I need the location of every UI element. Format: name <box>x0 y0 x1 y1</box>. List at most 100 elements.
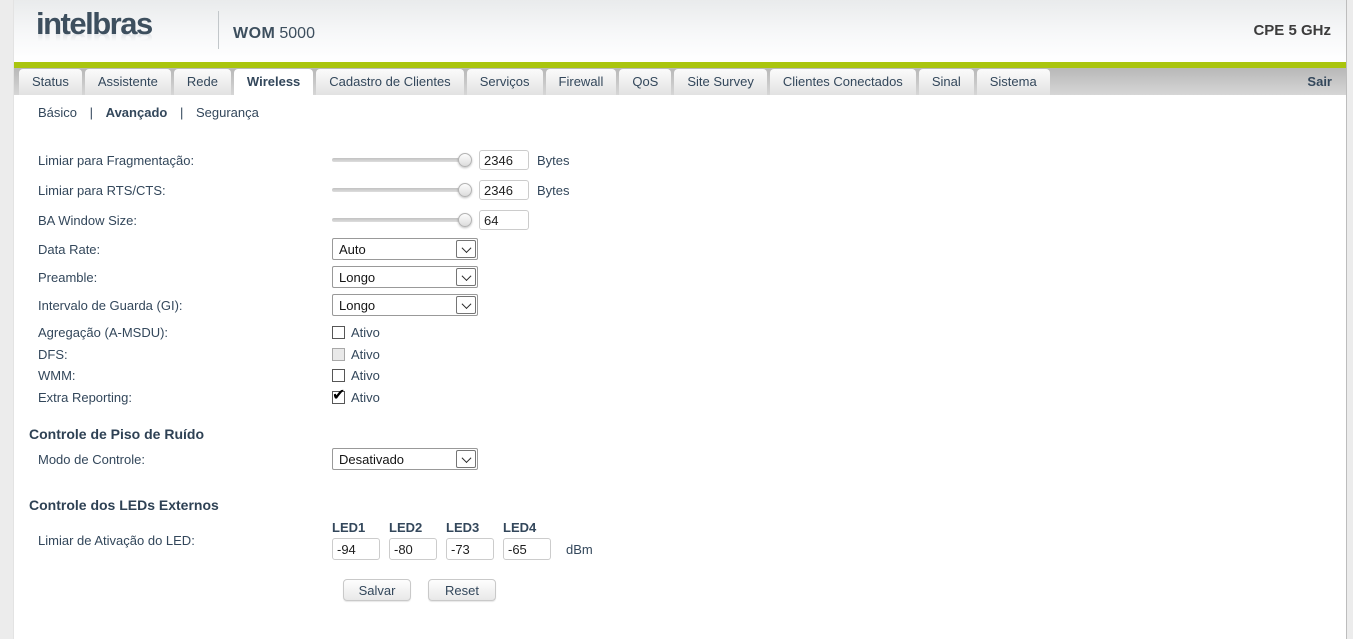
tab-sistema[interactable]: Sistema <box>976 69 1050 95</box>
guard-interval-selected-value: Longo <box>339 297 376 313</box>
logout-link[interactable]: Sair <box>1307 74 1332 89</box>
guard-interval-label: Intervalo de Guarda (GI): <box>38 297 183 313</box>
reset-button[interactable]: Reset <box>428 579 496 601</box>
amsdu-label: Agregação (A-MSDU): <box>38 325 169 341</box>
tab-assistente[interactable]: Assistente <box>84 69 171 95</box>
chevron-down-icon <box>456 240 476 258</box>
tab-rede[interactable]: Rede <box>173 69 231 95</box>
tab-status[interactable]: Status <box>19 69 82 95</box>
wireless-subnav: Básico | Avançado | Segurança <box>14 95 1346 120</box>
noise-floor-section-title: Controle de Piso de Ruído <box>29 426 205 442</box>
amsdu-option-label: Ativo <box>351 325 380 341</box>
preamble-select[interactable]: Longo <box>332 266 478 288</box>
fragmentation-threshold-input[interactable] <box>479 150 529 170</box>
led3-input[interactable] <box>446 538 494 560</box>
rts-cts-threshold-input[interactable] <box>479 180 529 200</box>
header: intelbras WOM 5000 CPE 5 GHz <box>14 0 1346 62</box>
led4-header: LED4 <box>503 520 537 535</box>
led1-input[interactable] <box>332 538 380 560</box>
led4-input[interactable] <box>503 538 551 560</box>
main-tab-bar: Status Assistente Rede Wireless Cadastro… <box>14 68 1346 95</box>
ba-window-size-label: BA Window Size: <box>38 212 137 228</box>
device-type-label: CPE 5 GHz <box>1253 22 1331 39</box>
subnav-item-basico[interactable]: Básico <box>38 105 78 120</box>
tab-site-survey[interactable]: Site Survey <box>674 69 767 95</box>
subnav-separator: | <box>179 105 184 120</box>
extra-reporting-checkbox[interactable] <box>332 385 345 405</box>
subnav-separator: | <box>89 105 94 120</box>
chevron-down-icon <box>456 268 476 286</box>
led-section: Controle dos LEDs Externos Limiar de Ati… <box>14 497 1346 560</box>
ba-window-size-slider[interactable] <box>332 213 472 227</box>
led2-input[interactable] <box>389 538 437 560</box>
fragmentation-threshold-label: Limiar para Fragmentação: <box>38 152 195 168</box>
data-rate-select[interactable]: Auto <box>332 238 478 260</box>
slider-handle[interactable] <box>458 183 472 197</box>
wmm-checkbox[interactable] <box>332 369 345 383</box>
chevron-down-icon <box>456 296 476 314</box>
dfs-row: DFS: Ativo <box>14 344 1346 366</box>
product-model-name: WOM <box>233 25 276 42</box>
action-button-row: Salvar Reset <box>14 579 1346 601</box>
control-mode-selected-value: Desativado <box>339 451 405 467</box>
extra-reporting-row: Extra Reporting: Ativo <box>14 385 1346 409</box>
data-rate-row: Data Rate: Auto <box>14 235 1346 263</box>
led-unit-label: dBm <box>566 542 593 557</box>
tab-qos[interactable]: QoS <box>619 69 672 95</box>
tab-wireless[interactable]: Wireless <box>233 69 314 95</box>
control-mode-select[interactable]: Desativado <box>332 448 478 470</box>
accent-divider <box>14 62 1346 68</box>
led2-header: LED2 <box>389 520 423 535</box>
wmm-option-label: Ativo <box>351 368 380 384</box>
checkbox-group: Agregação (A-MSDU): Ativo DFS: Ativo WMM… <box>14 322 1346 408</box>
logo-divider <box>218 11 219 49</box>
data-rate-label: Data Rate: <box>38 241 101 257</box>
amsdu-row: Agregação (A-MSDU): Ativo <box>14 322 1346 344</box>
save-button[interactable]: Salvar <box>343 579 411 601</box>
slider-handle[interactable] <box>458 213 472 227</box>
product-model-number: 5000 <box>279 25 315 42</box>
control-mode-row: Modo de Controle: Desativado <box>14 445 1346 473</box>
data-rate-selected-value: Auto <box>339 241 366 257</box>
tab-cadastro-de-clientes[interactable]: Cadastro de Clientes <box>316 69 464 95</box>
wmm-row: WMM: Ativo <box>14 365 1346 387</box>
slider-track[interactable] <box>332 218 466 222</box>
rts-cts-threshold-unit: Bytes <box>537 182 570 198</box>
led4-column: LED4 <box>503 520 560 560</box>
rts-cts-threshold-slider[interactable] <box>332 183 472 197</box>
amsdu-checkbox[interactable] <box>332 326 345 340</box>
subnav-item-seguranca[interactable]: Segurança <box>195 105 259 120</box>
slider-track[interactable] <box>332 158 466 162</box>
preamble-row: Preamble: Longo <box>14 263 1346 291</box>
fragmentation-threshold-unit: Bytes <box>537 152 570 168</box>
advanced-wireless-form: Limiar para Fragmentação: Bytes Limiar p… <box>14 120 1346 601</box>
preamble-selected-value: Longo <box>339 269 376 285</box>
ba-window-size-input[interactable] <box>479 210 529 230</box>
led-section-title: Controle dos LEDs Externos <box>29 497 219 513</box>
tab-firewall[interactable]: Firewall <box>545 69 617 95</box>
page: intelbras WOM 5000 CPE 5 GHz Status Assis… <box>13 0 1347 639</box>
led3-header: LED3 <box>446 520 480 535</box>
extra-reporting-option-label: Ativo <box>351 389 380 405</box>
guard-interval-row: Intervalo de Guarda (GI): Longo <box>14 291 1346 319</box>
led3-column: LED3 <box>446 520 503 560</box>
led-threshold-label: Limiar de Ativação do LED: <box>38 532 195 548</box>
slider-handle[interactable] <box>458 153 472 167</box>
slider-track[interactable] <box>332 188 466 192</box>
dfs-checkbox <box>332 347 345 361</box>
led-columns: LED1 LED2 LED3 LED4 <box>332 520 560 560</box>
led1-column: LED1 <box>332 520 389 560</box>
guard-interval-select[interactable]: Longo <box>332 294 478 316</box>
ba-window-size-row: BA Window Size: <box>14 205 1346 235</box>
led-threshold-row: Limiar de Ativação do LED: LED1 LED2 LED… <box>14 520 1346 560</box>
led2-column: LED2 <box>389 520 446 560</box>
control-mode-label: Modo de Controle: <box>38 451 145 467</box>
led1-header: LED1 <box>332 520 366 535</box>
tab-servicos[interactable]: Serviços <box>466 69 543 95</box>
dfs-label: DFS: <box>38 346 68 362</box>
tab-clientes-conectados[interactable]: Clientes Conectados <box>769 69 916 95</box>
fragmentation-threshold-slider[interactable] <box>332 153 472 167</box>
product-name: WOM 5000 <box>233 25 315 43</box>
tab-sinal[interactable]: Sinal <box>918 69 974 95</box>
subnav-item-avancado[interactable]: Avançado <box>105 105 168 120</box>
